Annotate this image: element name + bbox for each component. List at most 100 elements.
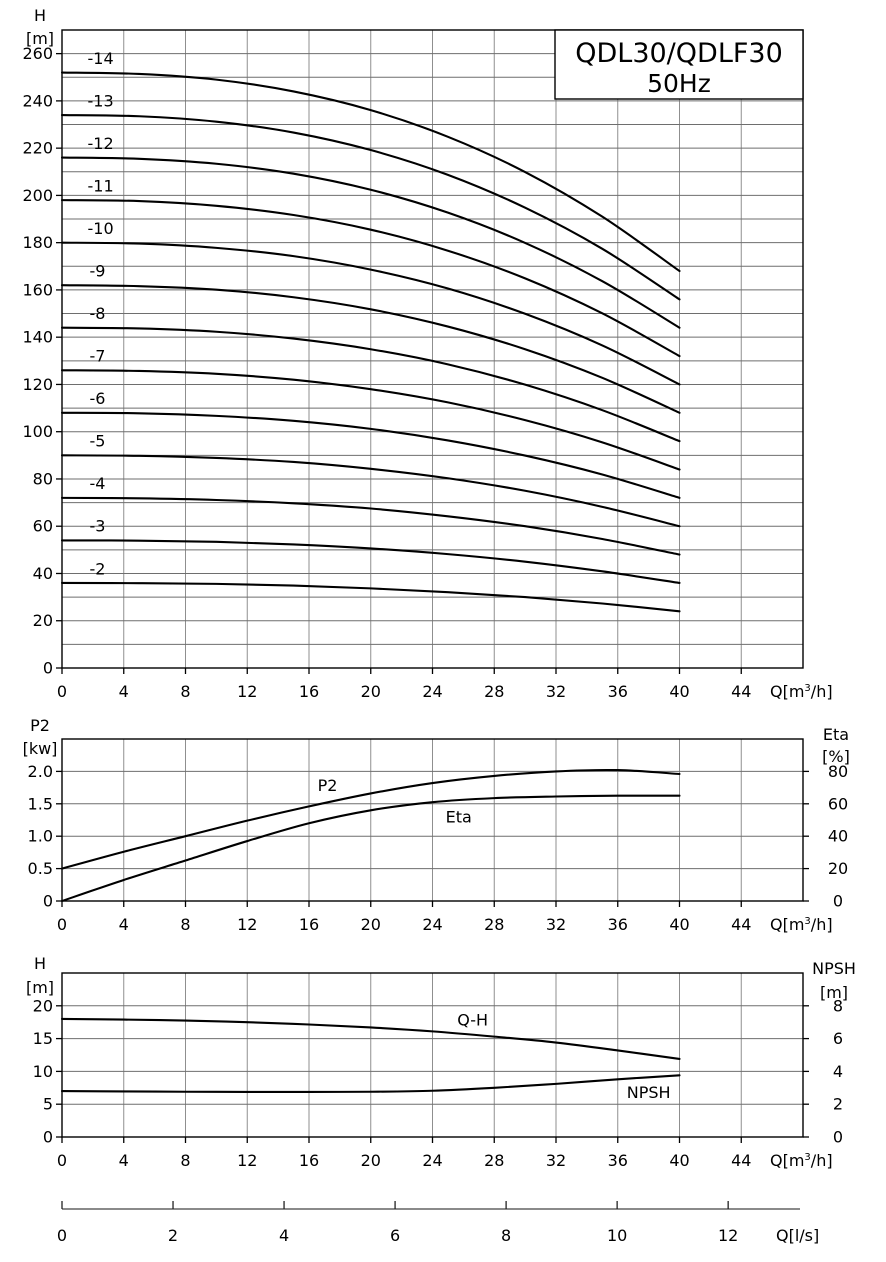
y2-tick-label: 4 xyxy=(833,1062,843,1081)
power-axis-name: P2 xyxy=(30,716,50,735)
curve--11 xyxy=(60,199,681,358)
x-tick-label: 16 xyxy=(299,915,319,934)
head-axis-unit: [m] xyxy=(26,29,54,48)
y2-tick-label: 20 xyxy=(828,859,848,878)
x-tick-label: 4 xyxy=(119,682,129,701)
head-axis-name: H xyxy=(34,6,46,25)
head-capacity-chart: 0 20 40 60 80 100 120 140 160 180 200 220 240 260 0 4 8 1… xyxy=(22,29,804,701)
x-tick-label: 20 xyxy=(361,915,381,934)
y-tick-label: 240 xyxy=(22,91,53,110)
curve--8 xyxy=(60,326,681,443)
x-tick-label: 44 xyxy=(731,915,751,934)
y-tick-label: 0 xyxy=(43,892,53,911)
ls-tick-label: 2 xyxy=(168,1226,178,1245)
ls-tick-label: 12 xyxy=(718,1226,738,1245)
curve-label--7: -7 xyxy=(90,347,106,366)
y-tick-label: 80 xyxy=(33,469,53,488)
curve-label-eta: Eta xyxy=(446,807,472,826)
flow-ls-unit-label: Q[l/s] xyxy=(776,1226,819,1245)
x-tick-label: 44 xyxy=(731,1151,751,1170)
curve-label--11: -11 xyxy=(88,176,114,195)
y2-tick-label: 80 xyxy=(828,762,848,781)
y-tick-label: 1.5 xyxy=(28,794,53,813)
x-tick-label: 28 xyxy=(484,915,504,934)
y2-tick-label: 8 xyxy=(833,996,843,1015)
curve-label--10: -10 xyxy=(88,219,114,238)
x-tick-label: 44 xyxy=(731,682,751,701)
x-tick-label: 12 xyxy=(237,682,257,701)
x-tick-label: 12 xyxy=(237,1151,257,1170)
curve-npsh xyxy=(60,1074,681,1093)
curve--9 xyxy=(60,284,681,414)
x-tick-label: 24 xyxy=(422,682,442,701)
ls-tick-label: 0 xyxy=(57,1226,67,1245)
y-tick-label: 1.0 xyxy=(28,827,53,846)
x-tick-label: 32 xyxy=(546,1151,566,1170)
flow-ls-axis: 0 2 4 6 8 10 12 xyxy=(57,1201,800,1245)
curve--7 xyxy=(60,369,681,471)
y2-tick-label: 2 xyxy=(833,1095,843,1114)
x-tick-label: 20 xyxy=(361,1151,381,1170)
curve-label--8: -8 xyxy=(90,304,106,323)
curve-label--14: -14 xyxy=(88,49,114,68)
curve--2 xyxy=(60,581,681,613)
y-tick-label: 20 xyxy=(33,611,53,630)
curve--14 xyxy=(60,71,681,273)
x-tick-label: 28 xyxy=(484,1151,504,1170)
curve-label--4: -4 xyxy=(90,474,106,493)
x-tick-label: 0 xyxy=(57,682,67,701)
x-tick-label: 36 xyxy=(608,682,628,701)
curve--3 xyxy=(60,539,681,584)
x-tick-label: 40 xyxy=(669,682,689,701)
x-tick-label: 32 xyxy=(546,915,566,934)
x-tick-label: 40 xyxy=(669,1151,689,1170)
power-efficiency-chart: 0 0.5 1.0 1.5 2.0 0 20 40 60 80 0 4 8 12 16 20 24 28 32 36 4… xyxy=(28,738,848,934)
ls-tick-label: 8 xyxy=(501,1226,511,1245)
y2-tick-label: 0 xyxy=(833,892,843,911)
eta-axis-name: Eta xyxy=(823,725,849,744)
curve--13 xyxy=(60,114,681,301)
curve-q-h xyxy=(60,1017,681,1060)
y-tick-label: 0.5 xyxy=(28,859,53,878)
x-tick-label: 8 xyxy=(180,682,190,701)
flow-unit-label-bottom: Q[m3/h] xyxy=(770,1151,833,1170)
y2-tick-label: 0 xyxy=(833,1128,843,1147)
x-tick-label: 4 xyxy=(119,915,129,934)
title-box xyxy=(554,29,804,100)
curve-eta xyxy=(60,794,681,903)
curve-label--13: -13 xyxy=(88,91,114,110)
x-tick-label: 0 xyxy=(57,915,67,934)
y-tick-label: 160 xyxy=(22,280,53,299)
curve--4 xyxy=(60,496,681,556)
y-tick-label: 0 xyxy=(43,1128,53,1147)
qh-axis-unit: [m] xyxy=(26,978,54,997)
x-tick-label: 0 xyxy=(57,1151,67,1170)
curve-label-p2: P2 xyxy=(318,776,338,795)
x-tick-label: 24 xyxy=(422,1151,442,1170)
curve-label-npsh: NPSH xyxy=(627,1083,671,1102)
y-tick-label: 40 xyxy=(33,564,53,583)
curve--12 xyxy=(60,156,681,329)
curve-label-q-h: Q-H xyxy=(457,1011,488,1030)
curve-label--3: -3 xyxy=(90,517,106,536)
y-tick-label: 200 xyxy=(22,186,53,205)
eta-axis-unit: [%] xyxy=(822,747,850,766)
x-tick-label: 28 xyxy=(484,682,504,701)
curve--10 xyxy=(60,241,681,386)
x-tick-label: 32 xyxy=(546,682,566,701)
y-tick-label: 10 xyxy=(33,1062,53,1081)
qh-axis-name: H xyxy=(34,954,46,973)
x-tick-label: 16 xyxy=(299,1151,319,1170)
curve-p2 xyxy=(60,768,681,870)
ls-tick-label: 10 xyxy=(607,1226,627,1245)
y-tick-label: 140 xyxy=(22,328,53,347)
ls-tick-label: 6 xyxy=(390,1226,400,1245)
ls-tick-label: 4 xyxy=(279,1226,289,1245)
y-tick-label: 100 xyxy=(22,422,53,441)
npsh-axis-name: NPSH xyxy=(812,959,856,978)
curve--6 xyxy=(60,411,681,499)
curve-label--6: -6 xyxy=(90,389,106,408)
x-tick-label: 4 xyxy=(119,1151,129,1170)
